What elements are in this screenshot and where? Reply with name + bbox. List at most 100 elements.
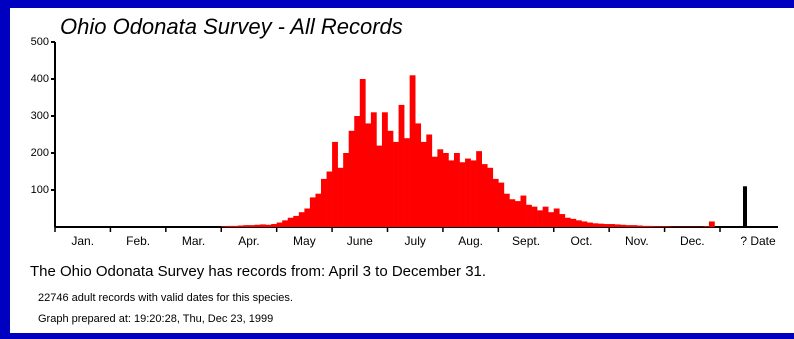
bar	[248, 225, 255, 227]
bar	[503, 193, 510, 227]
bar	[287, 217, 294, 227]
bar	[509, 199, 516, 227]
x-tick-label: ? Date	[740, 234, 776, 248]
bar	[708, 221, 715, 227]
bar	[526, 204, 532, 227]
chart-title: Ohio Odonata Survey - All Records	[60, 14, 403, 39]
x-tick-label: Jan.	[71, 234, 94, 248]
bar	[559, 214, 566, 227]
bar	[498, 182, 505, 227]
bar	[409, 75, 416, 227]
x-tick-label: Feb.	[126, 234, 150, 248]
bar	[459, 162, 466, 227]
bar	[321, 178, 327, 227]
bar	[581, 221, 588, 227]
bar	[276, 222, 283, 227]
bar	[293, 215, 300, 227]
bar	[332, 141, 338, 227]
bar	[393, 141, 399, 227]
bar	[337, 167, 344, 227]
bar	[359, 79, 366, 227]
bar	[365, 123, 372, 227]
x-tick-label: Dec.	[680, 234, 705, 248]
bar	[232, 225, 239, 227]
bar	[570, 218, 577, 227]
bar	[254, 224, 261, 227]
bar	[481, 164, 488, 227]
bar	[282, 220, 289, 227]
y-tick-label: 500	[31, 36, 49, 48]
bar	[348, 130, 355, 227]
bar	[437, 149, 444, 227]
bar	[442, 153, 449, 227]
x-tick-label: Apr.	[238, 234, 259, 248]
bar	[376, 145, 383, 227]
bar	[537, 210, 543, 227]
bar	[315, 193, 322, 227]
bar	[271, 224, 277, 227]
note: Graph prepared at: 19:20:28, Thu, Dec 23…	[38, 313, 273, 325]
bar	[404, 138, 410, 227]
bar	[326, 171, 333, 227]
bar	[664, 226, 671, 227]
bar	[309, 197, 316, 227]
bar	[387, 130, 394, 227]
bar	[487, 167, 494, 227]
y-tick-label: 300	[31, 110, 49, 122]
bar	[370, 112, 377, 227]
bar	[221, 226, 228, 227]
bar	[426, 134, 433, 227]
x-tick-label: Aug.	[458, 234, 483, 248]
bar	[265, 224, 272, 227]
bar	[343, 153, 350, 227]
bar	[564, 217, 571, 227]
bar	[598, 223, 604, 227]
x-tick-label: Sept.	[512, 234, 540, 248]
bar	[226, 225, 233, 227]
bar	[304, 208, 311, 227]
bar	[614, 224, 621, 227]
bar	[592, 223, 599, 227]
bar	[237, 225, 244, 227]
bar	[625, 225, 632, 227]
y-tick-label: 200	[31, 147, 49, 159]
bar	[470, 160, 477, 227]
bar	[647, 225, 654, 227]
x-tick-label: May	[293, 234, 316, 248]
x-tick-label: Oct.	[570, 234, 592, 248]
x-tick-label: July	[405, 234, 426, 248]
bar	[587, 222, 593, 227]
bar	[454, 153, 460, 227]
bar	[381, 112, 388, 227]
x-tick-label: Nov.	[625, 234, 649, 248]
bar	[354, 116, 361, 227]
bar	[448, 160, 455, 227]
bar	[492, 178, 499, 227]
bar	[659, 226, 665, 227]
bar	[531, 206, 538, 227]
note: 22746 adult records with valid dates for…	[38, 292, 293, 304]
summary: The Ohio Odonata Survey has records from…	[30, 263, 486, 280]
bar	[636, 225, 643, 227]
bar	[553, 208, 560, 227]
y-tick-label: 100	[31, 184, 49, 196]
bar	[465, 158, 471, 227]
x-tick-label: June	[347, 234, 373, 248]
bar	[415, 123, 422, 227]
bar	[243, 225, 250, 227]
bar	[653, 226, 660, 227]
bar	[520, 195, 527, 227]
bar	[548, 212, 555, 227]
bar	[420, 141, 427, 227]
bar	[260, 224, 266, 227]
bar	[603, 224, 610, 227]
bar	[609, 224, 616, 227]
bar	[298, 212, 305, 227]
bar	[703, 226, 710, 227]
bar	[620, 224, 627, 227]
bar	[542, 206, 549, 227]
bar	[575, 220, 582, 227]
bar	[631, 225, 638, 227]
y-tick-label: 400	[31, 73, 49, 85]
